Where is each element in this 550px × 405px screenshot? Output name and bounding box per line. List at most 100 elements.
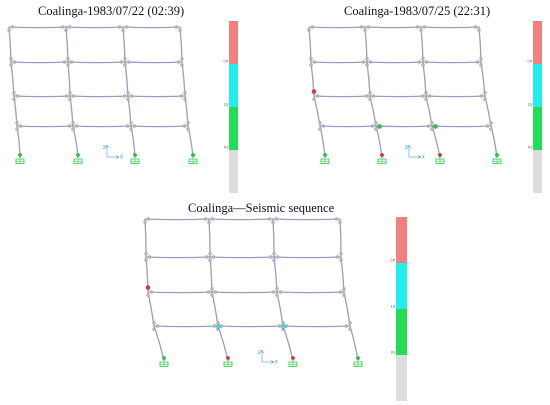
hinge-marker: [417, 60, 422, 64]
hinge-marker: [359, 25, 364, 29]
hinge-marker: [71, 94, 76, 98]
hinge-marker: [309, 57, 313, 61]
plastic-hinge: [216, 324, 221, 329]
hinge-marker: [182, 124, 187, 128]
hinge-marker: [210, 293, 214, 297]
hinge-marker: [210, 287, 214, 291]
hinge-marker: [275, 293, 279, 297]
hinge-marker: [420, 94, 425, 98]
hinge-marker: [374, 127, 378, 131]
beam: [313, 95, 371, 98]
hinge-marker: [342, 287, 346, 291]
hinge-marker: [178, 28, 182, 32]
hinge-marker: [348, 327, 352, 331]
hinge-marker: [10, 25, 15, 29]
column: [375, 125, 383, 159]
beam: [8, 26, 67, 29]
hinge-marker: [312, 97, 316, 101]
hinge-marker: [208, 258, 212, 262]
legend-label: IO: [528, 146, 532, 150]
hinge-marker: [212, 324, 217, 328]
hinge-marker: [210, 217, 215, 221]
hinge-marker: [71, 127, 75, 131]
hinge-marker: [132, 124, 137, 128]
hinge-marker: [7, 28, 11, 32]
hinge-marker: [364, 94, 369, 98]
hinge-marker: [430, 121, 434, 125]
hinge-marker: [310, 25, 315, 29]
hinge-marker: [338, 290, 343, 294]
hinge-marker: [368, 60, 373, 64]
column: [480, 61, 486, 97]
hinge-marker: [180, 57, 184, 61]
base-hinge: [226, 356, 230, 360]
column: [211, 291, 219, 327]
hinge-marker: [144, 258, 148, 262]
beam: [319, 125, 377, 128]
beam: [122, 26, 181, 29]
hinge-marker: [272, 252, 276, 256]
hinge-marker: [71, 121, 75, 125]
frame-drawing: CP LS IO Z X: [7, 21, 238, 193]
column: [124, 61, 129, 97]
legend-bar-segment: [533, 107, 542, 150]
column: [339, 218, 342, 258]
beam: [310, 61, 368, 64]
hinge-marker: [339, 258, 343, 262]
column: [153, 325, 165, 362]
legend-bar-segment: [229, 21, 238, 64]
hinge-marker: [208, 252, 212, 256]
hinge-marker: [119, 60, 124, 64]
hinge-marker: [12, 97, 16, 101]
hinge-marker: [483, 97, 487, 101]
column: [478, 26, 482, 63]
frame-drawing: CP LS IO Z X: [307, 21, 542, 193]
base-hinge: [291, 356, 295, 360]
hinge-marker: [126, 60, 131, 64]
hinge-marker: [121, 28, 125, 32]
beam: [211, 291, 278, 294]
axis-arrow: [115, 155, 120, 159]
hinge-marker: [334, 217, 339, 221]
hinge-marker: [146, 217, 151, 221]
hinge-marker: [66, 63, 70, 67]
hinge-marker: [152, 327, 156, 331]
hinge-marker: [489, 121, 493, 125]
hinge-marker: [68, 91, 72, 95]
beam: [208, 218, 274, 221]
column: [420, 26, 424, 63]
legend-bar-segment: [533, 150, 542, 193]
hinge-marker: [126, 91, 130, 95]
base-hinge: [356, 356, 360, 360]
hinge-marker: [149, 290, 154, 294]
column: [364, 26, 368, 63]
hinge-marker: [421, 57, 425, 61]
hinge-marker: [309, 63, 313, 67]
hinge-marker: [275, 255, 280, 259]
hinge-marker: [479, 57, 483, 61]
hinge-marker: [366, 25, 371, 29]
hinge-marker: [123, 57, 127, 61]
hinge-marker: [62, 60, 67, 64]
beam: [364, 26, 422, 29]
hinge-marker: [321, 124, 326, 128]
frame-panel-3: Coalinga—Seismic sequence CP LS IO Z X: [0, 200, 550, 405]
base-hinge: [380, 153, 384, 157]
axis-z-label: Z: [258, 350, 261, 355]
column: [273, 256, 278, 293]
base-hinge: [191, 153, 195, 157]
beam: [425, 95, 486, 98]
hinge-marker: [365, 63, 369, 67]
column: [179, 26, 183, 63]
frame-panel-1: Coalinga-1983/07/22 (02:39) CP LS IO Z X: [0, 0, 275, 200]
hinge-marker: [419, 28, 423, 32]
hinge-marker: [66, 57, 70, 61]
hinge-marker: [60, 25, 65, 29]
column: [10, 61, 15, 97]
legend-label: LS: [224, 103, 229, 107]
beam: [16, 125, 74, 128]
legend-label: LS: [391, 305, 396, 309]
hinge-marker: [129, 94, 134, 98]
column: [308, 26, 312, 63]
hinge-marker: [186, 127, 190, 131]
